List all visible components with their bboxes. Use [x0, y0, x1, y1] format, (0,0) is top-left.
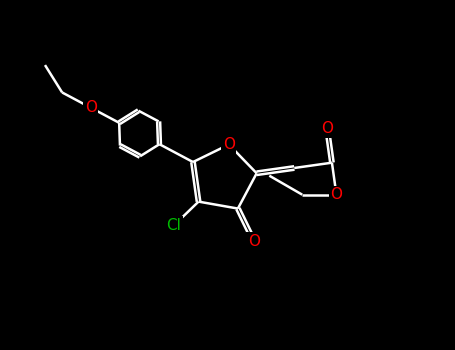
Text: Cl: Cl — [167, 218, 182, 233]
Text: O: O — [248, 233, 260, 248]
Text: O: O — [321, 121, 333, 136]
Text: O: O — [85, 100, 96, 115]
Text: O: O — [330, 187, 343, 202]
Text: O: O — [223, 137, 235, 152]
